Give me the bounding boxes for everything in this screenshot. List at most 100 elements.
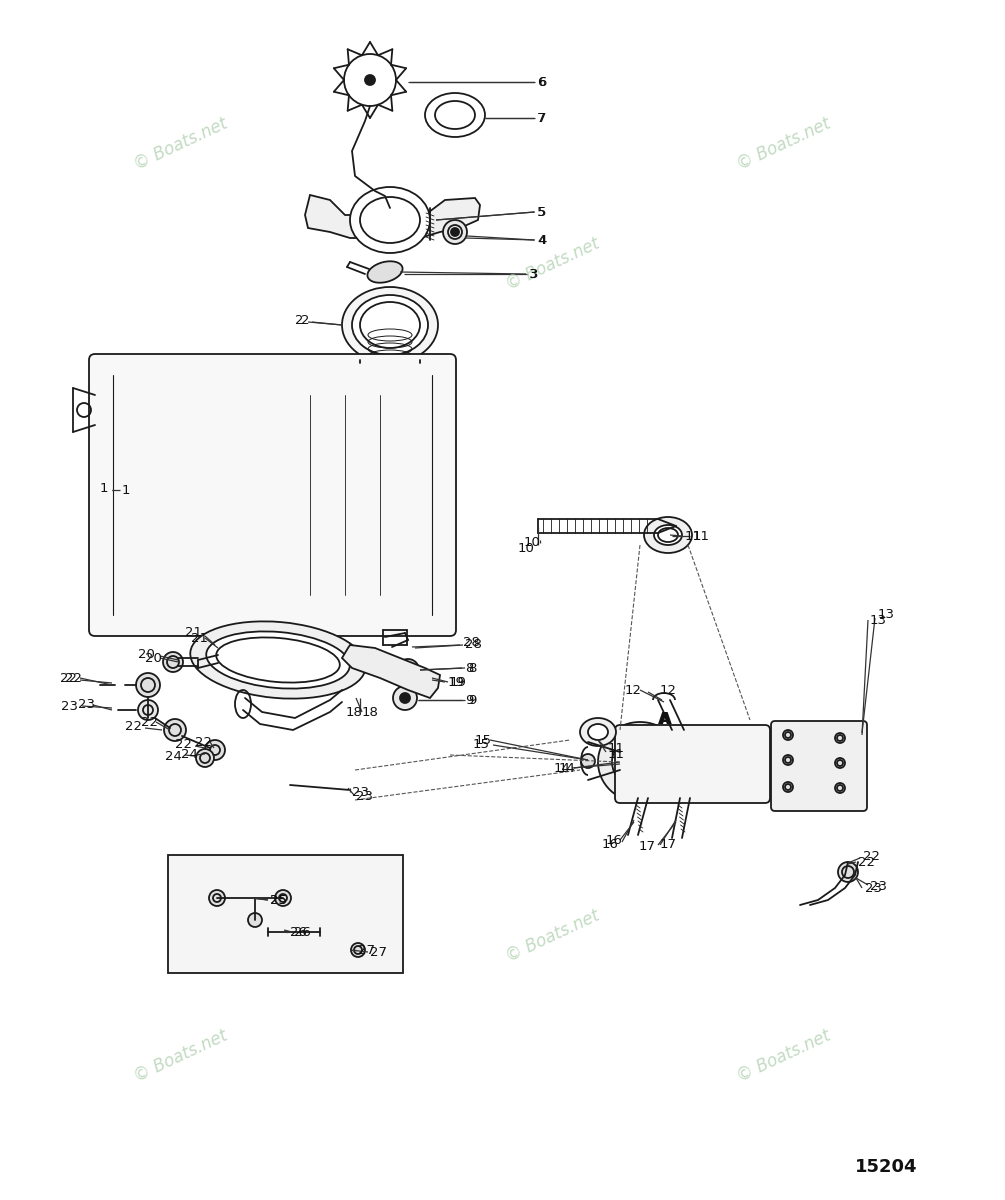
- Circle shape: [209, 890, 225, 906]
- Bar: [168, 854, 403, 973]
- Circle shape: [275, 890, 291, 906]
- Text: 23: 23: [356, 790, 373, 803]
- Text: 17: 17: [639, 840, 656, 853]
- Ellipse shape: [206, 631, 350, 689]
- Text: © Boats.net: © Boats.net: [132, 114, 230, 174]
- Text: 23: 23: [865, 882, 882, 894]
- Text: 11: 11: [693, 529, 710, 542]
- Text: 2: 2: [302, 313, 310, 326]
- Ellipse shape: [342, 287, 438, 362]
- Circle shape: [163, 652, 183, 672]
- Text: 23: 23: [61, 700, 78, 713]
- Text: © Boats.net: © Boats.net: [504, 906, 602, 966]
- Circle shape: [164, 719, 186, 740]
- Ellipse shape: [588, 724, 608, 740]
- Circle shape: [783, 755, 793, 766]
- Text: 3: 3: [529, 268, 538, 281]
- Circle shape: [783, 730, 793, 740]
- Circle shape: [835, 733, 845, 743]
- Ellipse shape: [352, 295, 428, 355]
- Text: © Boats.net: © Boats.net: [735, 1026, 833, 1086]
- Ellipse shape: [678, 742, 722, 782]
- Text: 20: 20: [138, 648, 155, 660]
- Text: 21: 21: [191, 631, 208, 644]
- Text: 27: 27: [370, 946, 387, 959]
- Text: 18: 18: [345, 706, 362, 719]
- Text: 13: 13: [870, 613, 887, 626]
- Text: 2: 2: [295, 313, 304, 326]
- Ellipse shape: [598, 722, 682, 802]
- Text: 5: 5: [538, 205, 547, 218]
- Text: 22: 22: [60, 672, 77, 684]
- Text: 11: 11: [608, 748, 625, 761]
- Text: 28: 28: [465, 638, 481, 652]
- Circle shape: [835, 782, 845, 793]
- Text: 9: 9: [465, 694, 473, 707]
- Circle shape: [783, 782, 793, 792]
- Text: 16: 16: [605, 834, 622, 846]
- Text: 19: 19: [448, 676, 465, 689]
- Text: 3: 3: [530, 268, 539, 281]
- Text: A: A: [658, 713, 669, 727]
- Ellipse shape: [612, 736, 668, 788]
- Text: 24: 24: [165, 750, 182, 762]
- Ellipse shape: [350, 187, 430, 253]
- Text: 11: 11: [685, 529, 702, 542]
- Text: 5: 5: [537, 205, 546, 218]
- Polygon shape: [342, 646, 440, 698]
- FancyBboxPatch shape: [615, 725, 770, 803]
- Text: 1: 1: [99, 481, 108, 494]
- Text: 22: 22: [858, 856, 875, 869]
- Circle shape: [451, 228, 459, 236]
- Text: 17: 17: [660, 839, 677, 852]
- Circle shape: [351, 943, 365, 958]
- Text: 10: 10: [524, 536, 540, 550]
- Circle shape: [443, 220, 467, 244]
- Text: 25: 25: [270, 894, 287, 906]
- Text: 22: 22: [65, 672, 82, 684]
- Text: 9: 9: [468, 694, 476, 707]
- Text: 15: 15: [475, 733, 492, 746]
- Polygon shape: [305, 194, 480, 238]
- Text: 26: 26: [294, 925, 311, 938]
- Text: A: A: [660, 713, 671, 727]
- Text: 23: 23: [352, 786, 369, 798]
- Text: 8: 8: [465, 661, 473, 674]
- Ellipse shape: [190, 622, 366, 698]
- Text: 22: 22: [141, 715, 158, 728]
- Circle shape: [365, 74, 375, 85]
- Text: © Boats.net: © Boats.net: [735, 114, 833, 174]
- Circle shape: [400, 692, 410, 703]
- Text: 12: 12: [625, 684, 642, 696]
- Text: © Boats.net: © Boats.net: [132, 1026, 230, 1086]
- Text: 14: 14: [553, 762, 570, 774]
- Text: 6: 6: [538, 76, 547, 89]
- Text: 23: 23: [870, 881, 887, 894]
- Text: 4: 4: [538, 234, 547, 246]
- Ellipse shape: [368, 262, 403, 283]
- Text: 4: 4: [537, 234, 546, 246]
- Circle shape: [393, 686, 417, 710]
- Ellipse shape: [580, 718, 616, 746]
- Text: 7: 7: [537, 112, 546, 125]
- Text: 22: 22: [863, 850, 880, 863]
- Text: 22: 22: [125, 720, 142, 732]
- Text: 1: 1: [122, 484, 130, 497]
- Ellipse shape: [665, 728, 735, 794]
- Circle shape: [835, 758, 845, 768]
- Text: 19: 19: [450, 676, 467, 689]
- Circle shape: [248, 913, 262, 926]
- Text: 16: 16: [601, 838, 618, 851]
- Ellipse shape: [644, 517, 692, 553]
- Text: 27: 27: [358, 943, 375, 956]
- Text: 18: 18: [362, 706, 379, 719]
- Text: 22: 22: [175, 738, 192, 750]
- Text: 26: 26: [290, 925, 307, 938]
- Text: 24: 24: [181, 749, 198, 762]
- Circle shape: [397, 659, 419, 680]
- Text: 25: 25: [270, 894, 287, 906]
- Text: 10: 10: [518, 541, 534, 554]
- Text: 13: 13: [878, 608, 895, 622]
- Text: 12: 12: [660, 684, 677, 696]
- Circle shape: [138, 700, 158, 720]
